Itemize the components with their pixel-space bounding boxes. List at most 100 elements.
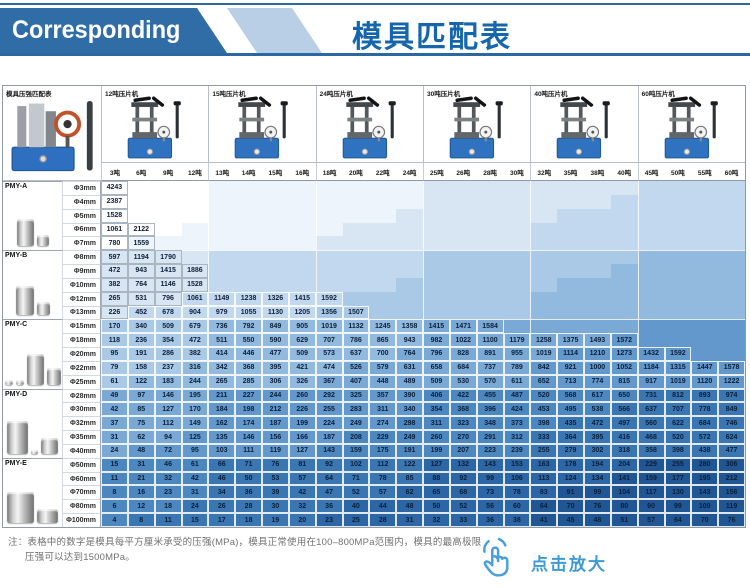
pressure-cell: 132 <box>449 457 477 472</box>
empty-cell <box>449 194 477 209</box>
pressure-cell: 36 <box>476 513 504 527</box>
tonnage-label: 16吨 <box>288 163 316 181</box>
mold-match-table: 模具压强匹配表 12吨压片机 3吨 6吨 9吨 12吨 15吨压片机 <box>2 85 746 528</box>
pressure-cell: 170 <box>101 319 128 334</box>
pressure-cell: 42 <box>181 471 209 486</box>
empty-cell <box>557 222 584 237</box>
empty-cell <box>235 222 262 237</box>
pressure-cell: 373 <box>503 416 531 431</box>
pressure-cell: 497 <box>610 416 638 431</box>
pressure-cell: 223 <box>476 443 504 458</box>
pressure-cell: 1358 <box>396 319 423 334</box>
pressure-cell: 474 <box>315 360 343 375</box>
empty-cell <box>288 277 316 292</box>
pressure-cell: 212 <box>262 402 289 417</box>
empty-cell <box>396 305 423 320</box>
pressure-cell: 265 <box>208 374 236 389</box>
pressure-cell: 1061 <box>101 222 128 237</box>
empty-cell <box>396 208 423 223</box>
empty-cell <box>396 277 423 292</box>
mold-die-image <box>3 492 62 523</box>
empty-cell <box>637 333 665 348</box>
pressure-cell: 367 <box>315 374 343 389</box>
pressure-cell: 1114 <box>557 347 584 361</box>
empty-cell <box>557 305 584 320</box>
empty-cell <box>718 222 745 237</box>
pressure-cell: 85 <box>396 471 423 486</box>
pressure-cell: 112 <box>154 416 182 431</box>
empty-cell <box>288 250 316 265</box>
pressure-cell: 76 <box>584 499 611 514</box>
pressure-cell: 125 <box>181 430 209 444</box>
zoom-button[interactable]: 点击放大 <box>477 537 607 588</box>
empty-cell <box>449 208 477 223</box>
empty-cell <box>342 222 370 237</box>
empty-cell <box>691 319 719 334</box>
pressure-cell: 731 <box>637 388 665 403</box>
empty-cell <box>369 181 397 195</box>
pressure-cell: 1415 <box>154 264 182 278</box>
die-cylinder <box>37 509 58 523</box>
pressure-cell: 509 <box>154 319 182 334</box>
pressure-cell: 1194 <box>127 250 155 265</box>
empty-cell <box>476 277 504 292</box>
pressure-cell: 42 <box>288 485 316 500</box>
empty-cell <box>637 305 665 320</box>
empty-cell <box>530 319 558 334</box>
empty-cell <box>423 181 450 195</box>
pressure-cell: 40 <box>342 499 370 514</box>
pressure-cell: 99 <box>476 471 504 486</box>
pressure-cell: 2387 <box>101 194 128 209</box>
empty-cell <box>154 194 182 209</box>
die-cylinder <box>7 492 34 523</box>
empty-cell <box>396 291 423 306</box>
pressure-cell: 291 <box>476 430 504 444</box>
pressure-cell: 764 <box>396 347 423 361</box>
empty-cell <box>718 291 745 306</box>
empty-cell <box>208 181 236 195</box>
pressure-cell: 187 <box>315 430 343 444</box>
pressure-cell: 237 <box>154 360 182 375</box>
pressure-cell: 24 <box>181 499 209 514</box>
pressure-cell: 1019 <box>530 347 558 361</box>
pressure-cell: 109 <box>691 499 719 514</box>
press-machine-image <box>317 95 423 161</box>
press-machine-icon <box>449 96 503 159</box>
machine-header: 12吨压片机 <box>101 86 209 163</box>
pressure-cell: 1132 <box>342 319 370 334</box>
pressure-cell: 106 <box>503 471 531 486</box>
pressure-cell: 75 <box>127 416 155 431</box>
empty-cell <box>449 222 477 237</box>
pressure-cell: 6 <box>101 499 128 514</box>
pressure-cell: 70 <box>691 513 719 527</box>
empty-cell <box>342 181 370 195</box>
pressure-cell: 141 <box>610 471 638 486</box>
pressure-cell: 487 <box>503 388 531 403</box>
empty-cell <box>369 250 397 265</box>
pressure-cell: 183 <box>154 374 182 389</box>
footnote-line2: 压强可以达到1500MPa。 <box>25 552 135 563</box>
pressure-cell: 333 <box>530 430 558 444</box>
empty-cell <box>557 319 584 334</box>
pressure-cell: 1273 <box>610 347 638 361</box>
pressure-cell: 184 <box>208 402 236 417</box>
empty-cell <box>691 333 719 348</box>
pressure-cell: 590 <box>262 333 289 348</box>
press-machine-image <box>209 95 315 161</box>
pressure-cell: 792 <box>235 319 262 334</box>
empty-cell <box>423 305 450 320</box>
pressure-cell: 65 <box>423 485 450 500</box>
empty-cell <box>369 222 397 237</box>
pressure-cell: 448 <box>369 374 397 389</box>
pressure-cell: 572 <box>691 430 719 444</box>
pressure-cell: 15 <box>101 457 128 472</box>
pressure-cell: 226 <box>101 305 128 320</box>
empty-cell <box>476 291 504 306</box>
empty-cell <box>584 277 611 292</box>
pressure-cell: 194 <box>584 457 611 472</box>
pressure-cell: 421 <box>288 360 316 375</box>
machine-header-label: 12吨压片机 <box>105 91 139 98</box>
pressure-cell: 684 <box>691 416 719 431</box>
diameter-label: Φ9mm <box>63 264 101 278</box>
pressure-cell: 36 <box>315 499 343 514</box>
